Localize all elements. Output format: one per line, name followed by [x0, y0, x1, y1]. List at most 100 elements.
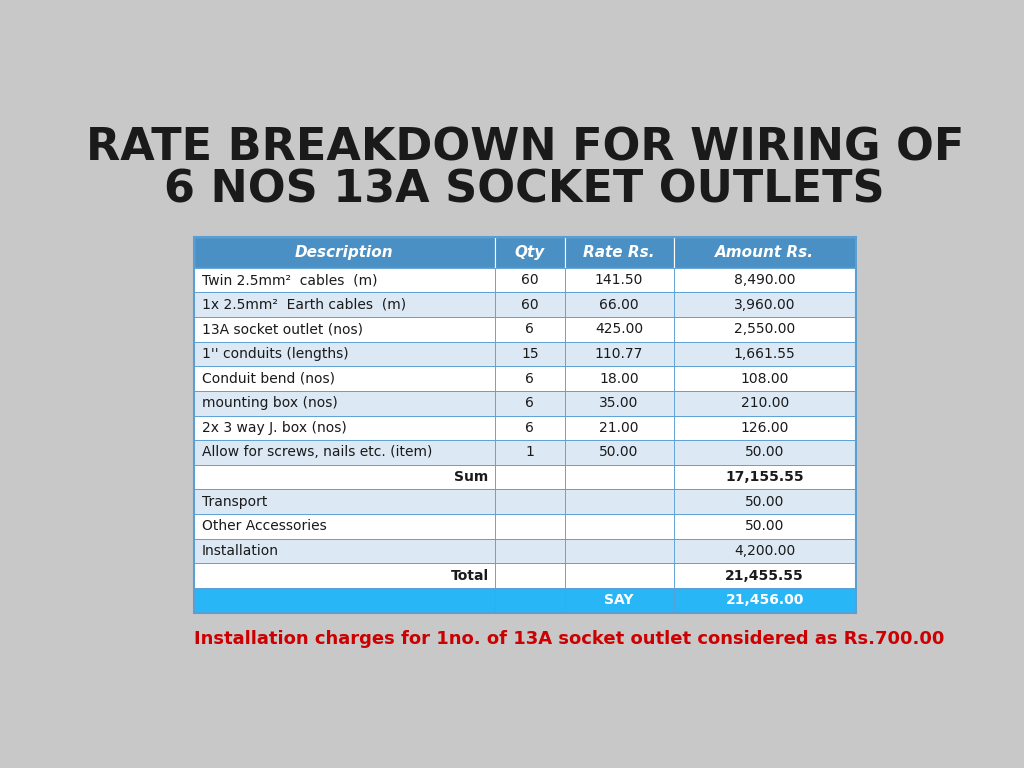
Text: mounting box (nos): mounting box (nos)	[202, 396, 338, 410]
Bar	[564, 366, 674, 391]
Bar	[194, 391, 856, 415]
Bar	[495, 366, 564, 391]
Bar	[564, 563, 674, 588]
Text: Twin 2.5mm²  cables  (m): Twin 2.5mm² cables (m)	[202, 273, 377, 287]
Text: Allow for screws, nails etc. (item): Allow for screws, nails etc. (item)	[202, 445, 432, 459]
Bar	[674, 514, 856, 538]
Bar	[495, 415, 564, 440]
Bar	[495, 440, 564, 465]
Bar	[674, 588, 856, 613]
Text: 21.00: 21.00	[599, 421, 639, 435]
Text: 66.00: 66.00	[599, 298, 639, 312]
Bar	[194, 268, 495, 293]
Bar	[495, 588, 564, 613]
Bar	[495, 268, 564, 293]
Bar	[564, 465, 674, 489]
Bar	[194, 514, 495, 538]
Bar	[674, 268, 856, 293]
Bar	[194, 237, 495, 268]
Bar	[194, 563, 495, 588]
Bar	[194, 415, 856, 440]
Text: 50.00: 50.00	[745, 445, 784, 459]
Bar	[564, 440, 674, 465]
Bar	[194, 237, 856, 613]
Bar	[194, 293, 856, 317]
Text: Sum: Sum	[455, 470, 488, 484]
Text: 6: 6	[525, 323, 535, 336]
Text: Transport: Transport	[202, 495, 267, 508]
Bar	[194, 465, 856, 489]
Text: 60: 60	[521, 273, 539, 287]
Bar	[194, 317, 856, 342]
Text: 2,550.00: 2,550.00	[734, 323, 796, 336]
Bar	[564, 588, 674, 613]
Text: 2x 3 way J. box (nos): 2x 3 way J. box (nos)	[202, 421, 346, 435]
Text: 6: 6	[525, 372, 535, 386]
Text: 13A socket outlet (nos): 13A socket outlet (nos)	[202, 323, 362, 336]
Bar	[194, 563, 856, 588]
Text: 141.50: 141.50	[595, 273, 643, 287]
Text: 60: 60	[521, 298, 539, 312]
Bar	[564, 391, 674, 415]
Bar	[194, 366, 495, 391]
Bar	[495, 514, 564, 538]
Bar	[564, 317, 674, 342]
Bar	[194, 538, 495, 563]
Bar	[495, 317, 564, 342]
Bar	[674, 415, 856, 440]
Bar	[194, 342, 856, 366]
Bar	[674, 489, 856, 514]
Bar	[674, 440, 856, 465]
Text: 21,456.00: 21,456.00	[726, 593, 804, 607]
Text: 50.00: 50.00	[599, 445, 639, 459]
Bar	[674, 563, 856, 588]
Bar	[495, 538, 564, 563]
Text: 35.00: 35.00	[599, 396, 639, 410]
Bar	[674, 391, 856, 415]
Text: 8,490.00: 8,490.00	[734, 273, 796, 287]
Text: SAY: SAY	[604, 593, 634, 607]
Bar	[194, 489, 495, 514]
Bar	[674, 465, 856, 489]
Text: 1,661.55: 1,661.55	[734, 347, 796, 361]
Bar	[674, 237, 856, 268]
Bar	[674, 366, 856, 391]
Text: 18.00: 18.00	[599, 372, 639, 386]
Text: 126.00: 126.00	[740, 421, 788, 435]
Bar	[194, 489, 856, 514]
Text: 15: 15	[521, 347, 539, 361]
Text: Description: Description	[295, 245, 394, 260]
Text: 1x 2.5mm²  Earth cables  (m): 1x 2.5mm² Earth cables (m)	[202, 298, 406, 312]
Bar	[194, 317, 495, 342]
Bar	[194, 588, 856, 613]
Bar	[194, 293, 495, 317]
Text: 50.00: 50.00	[745, 519, 784, 533]
Bar	[495, 342, 564, 366]
Bar	[564, 342, 674, 366]
Bar	[194, 514, 856, 538]
Text: 21,455.55: 21,455.55	[725, 568, 804, 583]
Bar	[674, 317, 856, 342]
Bar	[495, 489, 564, 514]
Text: 6: 6	[525, 421, 535, 435]
Bar	[564, 514, 674, 538]
Bar	[564, 268, 674, 293]
Text: 3,960.00: 3,960.00	[734, 298, 796, 312]
Text: Amount Rs.: Amount Rs.	[715, 245, 814, 260]
Bar	[495, 237, 564, 268]
Text: 108.00: 108.00	[740, 372, 788, 386]
Text: 1: 1	[525, 445, 535, 459]
Text: Installation charges for 1no. of 13A socket outlet considered as Rs.700.00: Installation charges for 1no. of 13A soc…	[194, 631, 944, 648]
Bar	[674, 342, 856, 366]
Bar	[194, 415, 495, 440]
Bar	[564, 237, 674, 268]
Text: 6: 6	[525, 396, 535, 410]
Text: RATE BREAKDOWN FOR WIRING OF: RATE BREAKDOWN FOR WIRING OF	[86, 127, 964, 170]
Text: 17,155.55: 17,155.55	[725, 470, 804, 484]
Text: 110.77: 110.77	[595, 347, 643, 361]
Bar	[495, 563, 564, 588]
Bar	[674, 293, 856, 317]
Text: 50.00: 50.00	[745, 495, 784, 508]
Text: Installation: Installation	[202, 544, 279, 558]
Bar	[495, 465, 564, 489]
